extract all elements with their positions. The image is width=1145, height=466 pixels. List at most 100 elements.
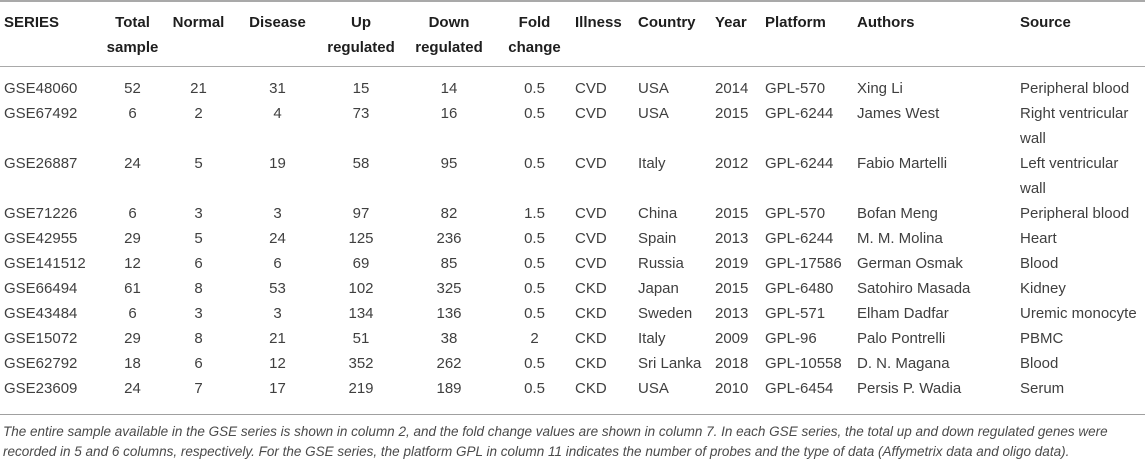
- column-header: Country: [638, 2, 715, 67]
- table-container: SERIES Total sample Normal Disease Up regula…: [0, 0, 1145, 415]
- table-cell: 29: [124, 230, 141, 247]
- table-cell: 6: [128, 205, 137, 222]
- table-cell: 29: [124, 330, 141, 347]
- table-cell: 0.5: [524, 305, 545, 322]
- table-cell: USA: [638, 376, 715, 415]
- table-cell: 2018: [715, 355, 749, 372]
- table-cell: Blood: [1020, 355, 1059, 372]
- table-cell: 61: [124, 280, 141, 297]
- table-row: GSE42955 29 5 24 125 236 0.5 CVD Spain 2013 GPL-62…: [0, 226, 1145, 251]
- table-row: GSE23609 24 7 17 219 189 0.5 CKD USA 2010 GPL-6454…: [0, 376, 1145, 415]
- table-cell: Heart: [1020, 230, 1057, 247]
- table-cell: Japan: [638, 280, 679, 297]
- table-cell: Peripheral blood: [1020, 205, 1130, 222]
- table-cell: Satohiro Masada: [857, 280, 971, 297]
- table-cell: GSE141512: [4, 255, 86, 272]
- table-cell: 2013: [715, 230, 749, 247]
- table-cell: Fabio Martelli: [857, 155, 948, 172]
- column-header: Disease: [237, 2, 318, 67]
- table-cell: 136: [436, 305, 462, 322]
- table-cell: Spain: [638, 230, 677, 247]
- table-cell: 102: [348, 280, 374, 297]
- table-cell: 2009: [715, 330, 749, 347]
- table-cell: 6: [273, 255, 282, 272]
- table-cell: 6: [194, 255, 203, 272]
- table-cell: 24: [124, 155, 141, 172]
- table-cell: 325: [436, 280, 462, 297]
- table-cell: 0.5: [524, 155, 545, 172]
- table-cell: 0.5: [524, 105, 545, 122]
- table-cell: 6: [128, 305, 137, 322]
- table-cell: 219: [318, 376, 404, 415]
- column-header: Platform: [765, 2, 857, 67]
- table-footnote: The entire sample available in the GSE s…: [3, 424, 1108, 459]
- table-cell: 236: [436, 230, 462, 247]
- table-cell: 7: [160, 376, 237, 415]
- table-cell: Right ventricular wall: [1020, 105, 1129, 147]
- table-cell: 14: [440, 80, 458, 97]
- table-body: GSE48060 52 21 31 15 14 0.5 CVD USA 2014 GPL-570 Xi…: [0, 67, 1145, 415]
- column-header: Authors: [857, 2, 1020, 67]
- table-cell: 2012: [715, 155, 749, 172]
- table-cell: 1.5: [524, 205, 545, 222]
- table-cell: 352: [348, 355, 374, 372]
- table-cell: GPL-570: [765, 80, 826, 97]
- header-row: SERIES Total sample Normal Disease Up regula…: [0, 2, 1145, 67]
- table-cell: 189: [404, 376, 494, 415]
- table-cell: 19: [269, 155, 286, 172]
- table-cell: 15: [352, 80, 370, 97]
- table-cell: 0.5: [524, 280, 545, 297]
- table-cell: 2015: [715, 205, 749, 222]
- table-cell: 2: [194, 105, 203, 122]
- table-cell: 262: [436, 355, 462, 372]
- table-row: GSE48060 52 21 31 15 14 0.5 CVD USA 2014 GPL-570 Xi…: [0, 67, 1145, 102]
- table-cell: 95: [440, 155, 458, 172]
- table-row: GSE62792 18 6 12 352 262 0.5 CKD Sri Lanka 2018 GP…: [0, 351, 1145, 376]
- table-cell: GPL-6480: [765, 280, 834, 297]
- table-cell: GPL-10558: [765, 355, 842, 372]
- table-cell: James West: [857, 105, 940, 122]
- table-cell: GSE43484: [4, 305, 78, 322]
- table-cell: 4: [273, 105, 282, 122]
- table-cell: Italy: [638, 330, 666, 347]
- table-cell: 18: [124, 355, 141, 372]
- table-cell: GSE66494: [4, 280, 78, 297]
- table-cell: 24: [269, 230, 286, 247]
- table-cell: GSE67492: [4, 105, 78, 122]
- table-cell: Persis P. Wadia: [857, 376, 1020, 415]
- table-cell: 17: [237, 376, 318, 415]
- table-cell: 82: [440, 205, 458, 222]
- table-cell: GPL-571: [765, 305, 826, 322]
- table-cell: GPL-17586: [765, 255, 842, 272]
- table-cell: GPL-6244: [765, 105, 834, 122]
- table-cell: 3: [194, 205, 203, 222]
- table-cell: USA: [638, 105, 669, 122]
- column-header: Up regulated: [318, 2, 404, 67]
- table-cell: 0.5: [524, 80, 545, 97]
- table-cell: 8: [194, 330, 203, 347]
- table-row: GSE15072 29 8 21 51 38 2 CKD Italy 2009 GPL-96 Palo…: [0, 326, 1145, 351]
- table-cell: CKD: [575, 330, 607, 347]
- table-cell: 0.5: [524, 230, 545, 247]
- table-cell: 6: [128, 105, 137, 122]
- table-cell: 125: [348, 230, 374, 247]
- table-row: GSE141512 12 6 6 69 85 0.5 CVD Russia 2019 GPL-175…: [0, 251, 1145, 276]
- table-cell: GSE23609: [0, 376, 105, 415]
- table-cell: GSE26887: [4, 155, 78, 172]
- table-cell: USA: [638, 80, 669, 97]
- table-cell: CKD: [575, 305, 607, 322]
- table-cell: 21: [190, 80, 207, 97]
- table-row: GSE71226 6 3 3 97 82 1.5 CVD China 2015 GPL-570 Bof…: [0, 201, 1145, 226]
- table-cell: German Osmak: [857, 255, 963, 272]
- table-cell: D. N. Magana: [857, 355, 950, 372]
- table-cell: 31: [269, 80, 286, 97]
- column-header: Source: [1020, 2, 1145, 67]
- table-cell: GSE62792: [4, 355, 78, 372]
- gse-series-table: SERIES Total sample Normal Disease Up regula…: [0, 2, 1145, 415]
- table-cell: 0.5: [524, 255, 545, 272]
- table-cell: CVD: [575, 230, 607, 247]
- table-cell: 0.5: [494, 376, 575, 415]
- table-cell: 0.5: [524, 355, 545, 372]
- column-header: Illness: [575, 2, 638, 67]
- column-header: Normal: [160, 2, 237, 67]
